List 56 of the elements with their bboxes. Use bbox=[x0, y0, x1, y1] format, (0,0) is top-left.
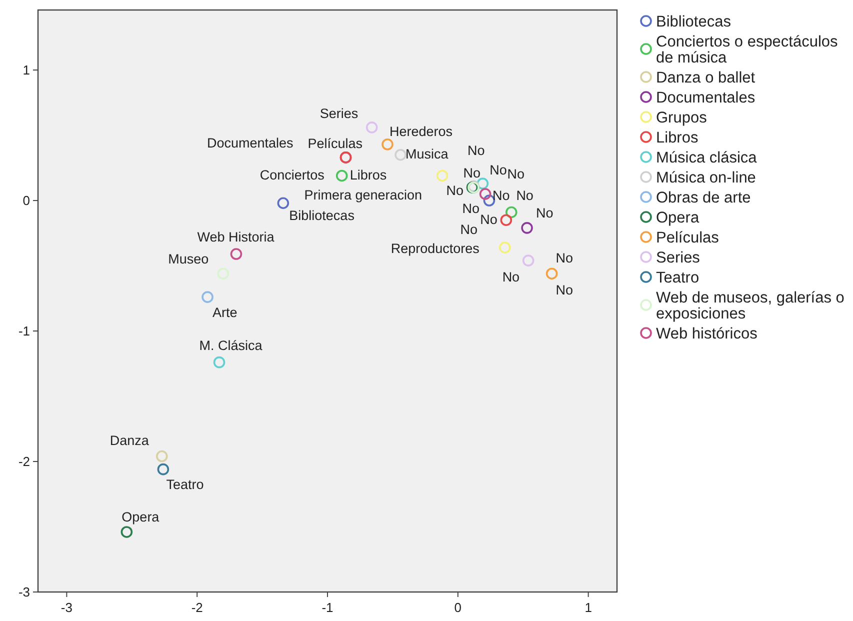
annotation: No bbox=[460, 222, 478, 238]
annotation: Danza bbox=[110, 433, 150, 448]
legend-label: Series bbox=[656, 249, 700, 266]
annotation: Teatro bbox=[166, 477, 204, 492]
legend-label: Opera bbox=[656, 209, 700, 226]
y-tick-label: -2 bbox=[18, 454, 30, 470]
annotation: Primera generacion bbox=[304, 187, 422, 202]
legend-label: Obras de arte bbox=[656, 189, 751, 206]
y-tick-label: 0 bbox=[22, 193, 30, 208]
annotation: Documentales bbox=[207, 136, 294, 151]
annotation: Web Historia bbox=[197, 230, 275, 245]
legend-label: Música clásica bbox=[656, 149, 758, 166]
annotation: No bbox=[556, 282, 574, 298]
annotation: No bbox=[463, 165, 481, 180]
annotation: Musica bbox=[406, 146, 449, 162]
x-tick-label: 0 bbox=[454, 600, 462, 615]
x-tick-label: -1 bbox=[322, 600, 334, 615]
legend-label: Libros bbox=[656, 129, 698, 146]
annotation: Libros bbox=[350, 167, 387, 182]
annotation: No bbox=[492, 188, 510, 204]
legend-label: Música on-line bbox=[656, 169, 756, 186]
legend-label: Web de museos, galerías o exposiciones bbox=[656, 289, 844, 322]
annotation: M. Clásica bbox=[199, 338, 263, 354]
annotation: Series bbox=[320, 106, 358, 122]
annotation: No bbox=[502, 269, 520, 284]
annotation: No bbox=[462, 201, 480, 216]
y-tick-label: -1 bbox=[18, 324, 30, 339]
annotation: Opera bbox=[122, 510, 160, 525]
x-tick-label: -2 bbox=[191, 600, 203, 615]
x-tick-label: -3 bbox=[60, 600, 72, 615]
y-tick-label: 1 bbox=[22, 62, 30, 78]
legend-label: Web históricos bbox=[656, 325, 758, 342]
annotation: Conciertos bbox=[260, 167, 325, 182]
legend-label: Grupos bbox=[656, 109, 708, 126]
legend-label: Documentales bbox=[656, 89, 756, 106]
annotation: Herederos bbox=[389, 124, 453, 140]
annotation: No bbox=[480, 212, 498, 227]
annotation: No bbox=[516, 188, 534, 204]
legend-label: Películas bbox=[656, 229, 720, 246]
annotation: Bibliotecas bbox=[289, 208, 355, 223]
annotation: No bbox=[468, 142, 485, 158]
annotation: No bbox=[556, 250, 574, 266]
legend-label: Conciertos o espectáculos de música bbox=[656, 33, 838, 66]
annotation: No bbox=[446, 183, 464, 198]
legend-label: Danza o ballet bbox=[656, 69, 756, 86]
annotation: No bbox=[536, 206, 554, 221]
annotation: No bbox=[507, 166, 525, 182]
annotation: Películas bbox=[308, 136, 363, 152]
x-tick-label: 1 bbox=[584, 600, 592, 615]
annotation: Reproductores bbox=[390, 241, 480, 256]
annotation: Arte bbox=[212, 304, 238, 320]
annotation: Museo bbox=[168, 251, 209, 266]
annotation: No bbox=[490, 162, 507, 178]
legend-label: Teatro bbox=[656, 269, 700, 286]
legend-label: Bibliotecas bbox=[656, 13, 732, 30]
y-tick-label: -3 bbox=[18, 584, 30, 600]
